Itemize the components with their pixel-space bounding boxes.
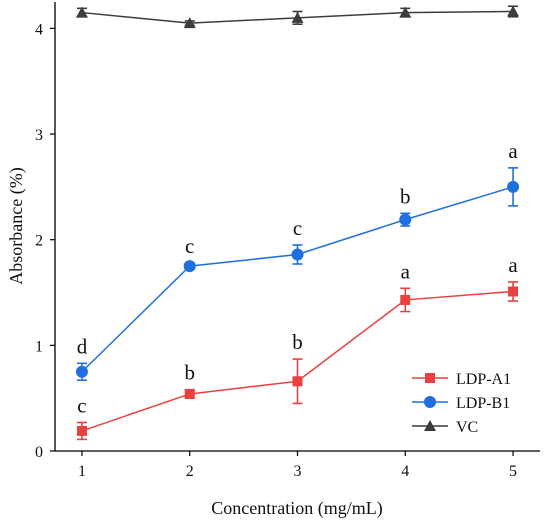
- data-point: [399, 213, 412, 226]
- significance-label: c: [185, 234, 194, 258]
- y-tick-label: 0: [35, 444, 43, 461]
- data-point: [291, 248, 304, 261]
- data-point: [292, 376, 303, 387]
- data-point: [75, 6, 88, 18]
- legend-marker: [424, 420, 436, 431]
- data-point: [76, 425, 87, 436]
- data-point: [400, 294, 411, 305]
- y-axis-title: Absorbance (%): [6, 167, 27, 284]
- legend: LDP-A1 LDP-B1 VC: [412, 371, 511, 436]
- series-ldp-a1: [76, 281, 519, 441]
- x-tick-label: 2: [186, 463, 194, 480]
- data-point: [75, 365, 88, 378]
- series-ldp-b1: [75, 167, 520, 382]
- significance-label: b: [184, 361, 195, 385]
- significance-label: c: [293, 216, 302, 240]
- significance-label: a: [508, 253, 518, 277]
- data-point: [507, 5, 520, 17]
- data-point: [184, 388, 195, 399]
- significance-label: a: [401, 259, 411, 283]
- y-tick-label: 3: [35, 127, 43, 144]
- x-tick-label: 5: [509, 463, 517, 480]
- legend-label: LDP-A1: [456, 371, 511, 388]
- data-point: [183, 260, 196, 273]
- y-tick-label: 4: [35, 21, 43, 38]
- series-vc: [75, 5, 520, 29]
- ticks: 1 2 3 4 5 0 1 2 3 4: [35, 21, 517, 480]
- y-tick-label: 2: [35, 233, 43, 250]
- x-axis-title: Concentration (mg/mL): [211, 498, 382, 519]
- legend-item-vc: VC: [412, 419, 478, 436]
- legend-marker: [424, 396, 436, 408]
- x-tick-label: 3: [294, 463, 302, 480]
- legend-label: VC: [456, 419, 478, 436]
- data-point: [291, 11, 304, 23]
- significance-label: b: [400, 184, 411, 208]
- legend-marker: [425, 373, 435, 383]
- legend-item-ldp-a1: LDP-A1: [412, 371, 511, 388]
- data-point: [183, 17, 196, 29]
- data-point: [508, 286, 519, 297]
- series-layer: [75, 5, 520, 441]
- x-tick-label: 4: [401, 463, 409, 480]
- legend-item-ldp-b1: LDP-B1: [412, 395, 510, 412]
- significance-label: d: [77, 334, 88, 358]
- x-tick-label: 1: [78, 463, 86, 480]
- significance-label: c: [77, 393, 86, 417]
- data-point: [507, 180, 520, 193]
- annotations: c b b a a d c c b a: [77, 139, 519, 418]
- data-point: [399, 6, 412, 18]
- significance-label: a: [508, 139, 518, 163]
- legend-label: LDP-B1: [456, 395, 510, 412]
- significance-label: b: [292, 330, 303, 354]
- y-tick-label: 1: [35, 338, 43, 355]
